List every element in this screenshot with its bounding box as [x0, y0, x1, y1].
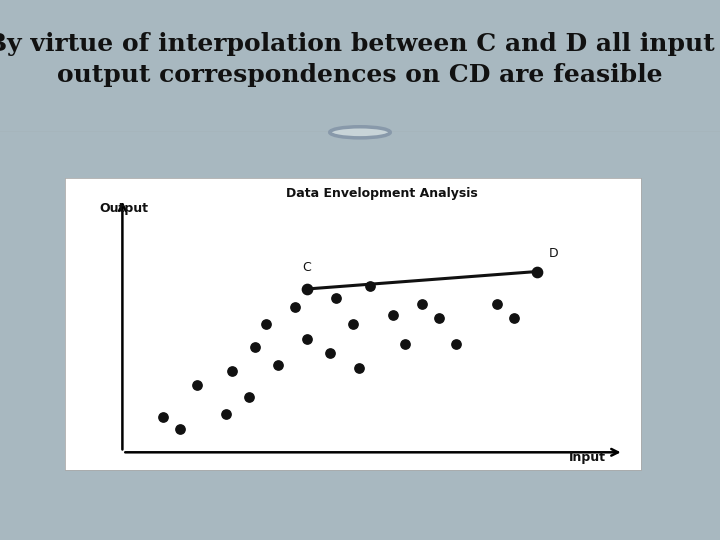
Point	[289, 302, 301, 311]
Point	[301, 285, 312, 293]
Point	[508, 314, 520, 322]
Point	[157, 413, 168, 422]
Point	[399, 340, 410, 349]
Point	[353, 363, 364, 372]
Point	[416, 299, 428, 308]
Point	[330, 293, 341, 302]
Point	[347, 320, 359, 328]
Point	[249, 343, 261, 352]
Point	[387, 311, 399, 320]
Text: By virtue of interpolation between C and D all input -
output correspondences on: By virtue of interpolation between C and…	[0, 32, 720, 87]
Text: Data Envelopment Analysis: Data Envelopment Analysis	[286, 187, 477, 200]
Text: D: D	[549, 247, 558, 260]
Point	[451, 340, 462, 349]
Point	[433, 314, 445, 322]
Text: Output: Output	[99, 201, 148, 214]
Text: C: C	[302, 261, 311, 274]
Point	[324, 349, 336, 357]
Point	[301, 334, 312, 343]
Point	[491, 299, 503, 308]
Point	[261, 320, 272, 328]
Point	[220, 410, 232, 418]
Circle shape	[330, 127, 390, 138]
Point	[226, 366, 238, 375]
Point	[531, 267, 543, 276]
Text: Input: Input	[570, 451, 606, 464]
Point	[364, 282, 376, 291]
Point	[272, 361, 284, 369]
Point	[243, 393, 255, 401]
Point	[174, 424, 186, 433]
Point	[192, 381, 203, 389]
